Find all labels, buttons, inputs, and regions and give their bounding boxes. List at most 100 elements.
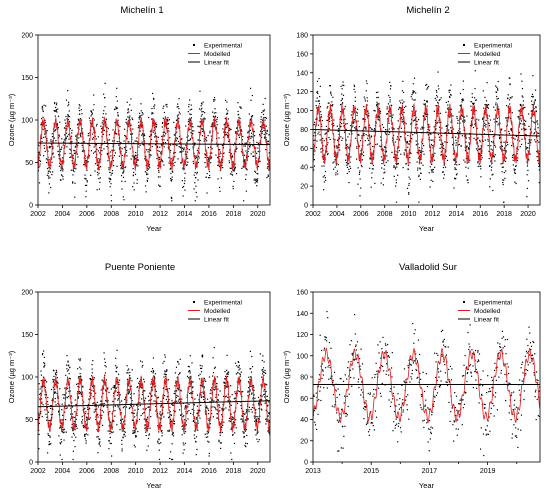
experimental-point [358, 134, 360, 136]
experimental-point [64, 134, 66, 136]
experimental-point [269, 413, 270, 415]
experimental-point [118, 381, 120, 383]
experimental-point [167, 117, 169, 119]
experimental-point [195, 441, 197, 443]
x-tick-label: 2010 [128, 468, 144, 475]
experimental-point [250, 99, 252, 101]
experimental-point [77, 397, 79, 399]
experimental-point [348, 168, 350, 170]
experimental-point [340, 99, 342, 102]
experimental-point [260, 130, 262, 132]
experimental-point [373, 129, 375, 131]
experimental-point [54, 388, 56, 390]
x-tick-label: 2020 [250, 468, 266, 475]
experimental-point [72, 413, 74, 415]
experimental-point [101, 379, 103, 381]
experimental-point [218, 164, 220, 166]
experimental-point [266, 133, 268, 135]
experimental-point [259, 399, 261, 402]
experimental-point [95, 144, 98, 146]
experimental-point [433, 141, 435, 143]
experimental-point [157, 136, 159, 139]
experimental-point [268, 159, 270, 161]
experimental-point [520, 123, 522, 125]
experimental-point [401, 121, 403, 123]
experimental-point [81, 422, 83, 424]
experimental-point [510, 97, 512, 99]
experimental-point [380, 357, 382, 359]
experimental-point [65, 407, 67, 410]
experimental-point [226, 373, 228, 375]
experimental-point [103, 129, 105, 132]
experimental-point [391, 116, 393, 119]
experimental-point [401, 90, 404, 92]
experimental-point [470, 120, 473, 122]
experimental-point [328, 116, 330, 119]
experimental-point [520, 73, 522, 75]
experimental-point [178, 111, 180, 113]
experimental-point [466, 115, 468, 117]
experimental-point [264, 371, 266, 374]
experimental-point [72, 174, 74, 176]
experimental-point [127, 385, 129, 387]
experimental-point [172, 144, 174, 146]
experimental-point [253, 124, 255, 126]
experimental-point [80, 375, 82, 377]
experimental-point [248, 387, 250, 389]
experimental-point [449, 96, 451, 99]
experimental-point [261, 111, 263, 114]
experimental-point [219, 149, 221, 151]
experimental-point [158, 150, 160, 153]
experimental-point [163, 139, 165, 141]
experimental-point [493, 106, 495, 108]
experimental-point [206, 433, 208, 435]
experimental-point [200, 394, 202, 396]
experimental-point [239, 368, 241, 370]
experimental-point [261, 376, 263, 378]
experimental-point [350, 361, 352, 363]
experimental-point [162, 362, 164, 364]
experimental-point [69, 366, 71, 368]
experimental-point [421, 147, 423, 150]
experimental-point [471, 102, 474, 104]
experimental-point [232, 434, 234, 436]
experimental-point [240, 407, 243, 409]
experimental-point [40, 124, 42, 126]
experimental-point [263, 393, 265, 396]
experimental-point [253, 394, 255, 396]
experimental-point [80, 109, 82, 111]
experimental-point [178, 389, 180, 391]
experimental-point [97, 164, 99, 166]
experimental-point [145, 149, 147, 151]
experimental-point [142, 413, 144, 415]
experimental-point [479, 154, 481, 156]
experimental-point [395, 182, 397, 184]
experimental-point [438, 88, 440, 90]
experimental-point [142, 143, 144, 145]
experimental-point [489, 130, 491, 133]
experimental-point [122, 168, 124, 170]
experimental-point [375, 91, 378, 94]
experimental-point [397, 108, 400, 110]
experimental-point [210, 156, 213, 158]
experimental-point [139, 382, 141, 384]
experimental-point [116, 349, 118, 351]
experimental-point [64, 127, 66, 129]
experimental-point [63, 397, 65, 399]
experimental-point [264, 369, 266, 372]
experimental-point [526, 187, 528, 190]
experimental-point [380, 136, 382, 138]
experimental-point [384, 171, 386, 173]
x-tick-label: 2018 [226, 211, 242, 218]
experimental-point [42, 155, 45, 157]
experimental-point [154, 123, 156, 125]
experimental-point [203, 119, 205, 121]
experimental-point [105, 399, 107, 402]
experimental-point [190, 412, 192, 415]
experimental-point [123, 169, 125, 171]
experimental-point [325, 179, 327, 182]
experimental-point [358, 146, 360, 148]
experimental-point [370, 136, 372, 138]
experimental-point [114, 122, 116, 124]
experimental-point [425, 115, 428, 117]
